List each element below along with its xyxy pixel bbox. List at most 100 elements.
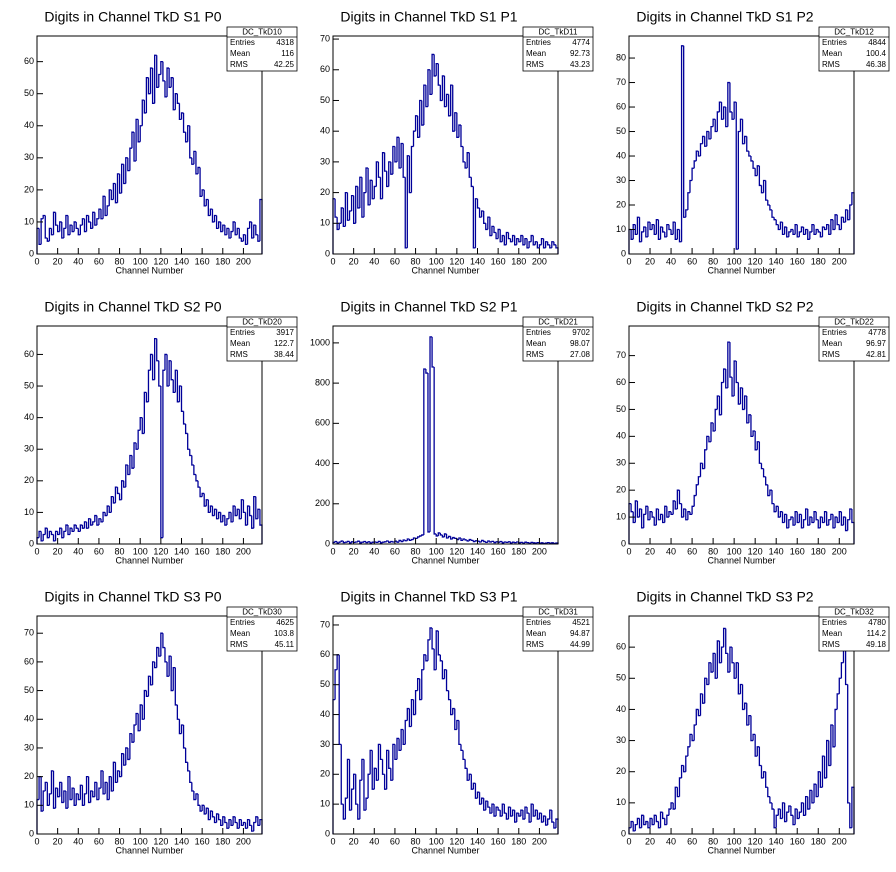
histogram-bin <box>218 221 221 229</box>
histogram-bin <box>340 540 344 542</box>
histogram-bin <box>754 430 758 451</box>
histogram-bin <box>71 225 75 233</box>
histogram-bin <box>470 774 474 790</box>
stats-label: RMS <box>230 640 248 649</box>
histogram-bin <box>435 630 439 670</box>
stats-value: 4625 <box>276 618 294 627</box>
histogram-bin <box>832 514 836 529</box>
histogram-bin <box>189 449 192 457</box>
histogram-bin <box>804 795 808 816</box>
histogram-bin <box>416 678 420 691</box>
histogram-bin <box>722 368 726 383</box>
histogram-bin <box>83 521 87 529</box>
histogram-bin <box>40 218 44 245</box>
histogram-bin <box>427 639 431 661</box>
histogram-bin <box>197 166 201 174</box>
histogram-bin <box>739 387 743 405</box>
histogram-bin <box>371 541 375 543</box>
histogram-bin <box>178 719 182 735</box>
histogram-bin <box>811 223 815 232</box>
y-tick-label: 60 <box>24 656 34 666</box>
histogram-bin <box>61 782 64 804</box>
histogram-bin <box>71 528 75 533</box>
histogram-bin <box>400 142 404 169</box>
histogram-bin <box>145 392 149 403</box>
histogram-bin <box>685 509 688 521</box>
histogram-bin <box>211 209 215 223</box>
histogram-bin <box>172 379 176 393</box>
histogram-bin <box>184 747 188 763</box>
histogram-bin <box>720 102 724 120</box>
histogram-bin <box>771 209 775 218</box>
histogram-bin <box>744 135 747 144</box>
histogram-bin <box>760 185 764 194</box>
histogram-bin <box>474 783 478 799</box>
x-axis-label: Channel Number <box>115 845 183 855</box>
histogram-bin <box>783 226 787 235</box>
histogram-bin <box>781 222 785 236</box>
histogram-bin <box>162 633 165 649</box>
histogram-bin <box>369 541 373 544</box>
y-tick-label: 70 <box>320 33 330 43</box>
histogram-bin <box>765 771 768 788</box>
histogram-bin <box>653 517 657 526</box>
histogram-bin <box>203 189 207 207</box>
histogram-bin <box>777 506 781 518</box>
histogram-bin <box>532 235 536 246</box>
y-tick-label: 1000 <box>310 337 330 347</box>
x-tick-label: 20 <box>53 836 63 846</box>
histogram-bin <box>90 518 93 526</box>
histogram-bin <box>123 480 126 488</box>
x-tick-label: 160 <box>790 256 805 266</box>
histogram-bin <box>638 818 642 829</box>
stats-label: Mean <box>822 339 842 348</box>
histogram-bin <box>189 125 192 159</box>
histogram-bin <box>197 480 201 488</box>
histogram-bin <box>182 725 186 749</box>
histogram-bin <box>526 238 530 249</box>
histogram-bin <box>357 804 360 820</box>
x-tick-label: 40 <box>369 546 379 556</box>
histogram-bin <box>819 771 823 788</box>
histogram-bin <box>131 733 135 743</box>
histogram-bin <box>781 511 785 524</box>
x-tick-label: 140 <box>769 256 784 266</box>
histogram-bin <box>466 539 470 542</box>
histogram-bin <box>501 234 505 242</box>
histogram-bin <box>470 539 474 542</box>
histogram-bin <box>439 532 443 536</box>
histogram-bin <box>678 777 682 797</box>
histogram-bin <box>423 84 426 126</box>
histogram-bin <box>485 800 488 811</box>
histogram-bin <box>657 821 661 829</box>
histogram-bin <box>765 476 768 486</box>
stats-value: 4318 <box>276 38 294 47</box>
histogram-bin <box>48 227 52 242</box>
histogram-bin <box>706 678 709 686</box>
histogram-bin <box>487 216 490 230</box>
histogram-bin <box>242 499 246 514</box>
histogram-bin <box>421 669 424 700</box>
histogram-bin <box>369 749 373 775</box>
histogram-bin <box>509 807 513 817</box>
histogram-bin <box>540 237 544 245</box>
stats-box <box>226 606 298 652</box>
x-tick-label: 40 <box>73 256 83 266</box>
histogram-bin <box>849 204 852 220</box>
histogram-bin <box>779 221 783 230</box>
y-tick-label: 40 <box>616 150 626 160</box>
stats-label: RMS <box>822 350 840 359</box>
histogram-bin <box>775 219 779 226</box>
histogram-bin <box>209 208 213 216</box>
histogram-bin <box>538 244 542 248</box>
histogram-bin <box>139 416 143 431</box>
y-tick-label: 200 <box>315 498 330 508</box>
histogram-bin <box>125 464 128 488</box>
histogram-bin <box>733 101 737 120</box>
histogram-bin <box>472 186 476 249</box>
x-tick-label: 180 <box>215 256 230 266</box>
stats-label: Entries <box>526 618 551 627</box>
x-tick-label: 0 <box>34 256 39 266</box>
y-tick-label: 10 <box>24 507 34 517</box>
y-tick-label: 70 <box>616 350 626 360</box>
